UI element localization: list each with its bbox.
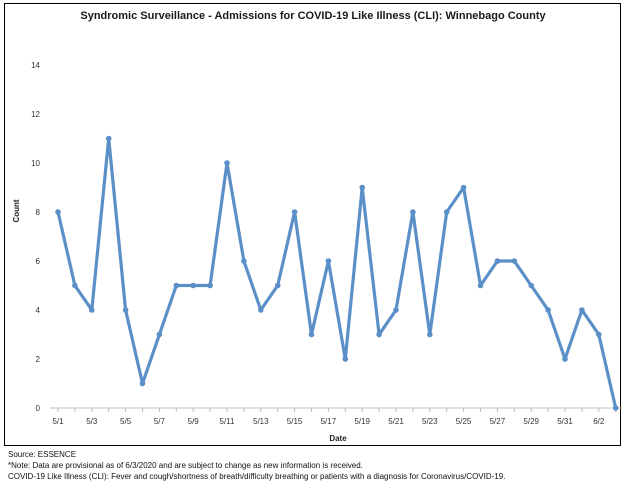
x-tick-label: 5/15 xyxy=(287,417,303,426)
y-tick-label: 14 xyxy=(31,61,40,70)
y-axis-label: Count xyxy=(12,199,21,222)
data-point xyxy=(443,209,450,215)
footer-note: *Note: Data are provisional as of 6/3/20… xyxy=(8,461,363,470)
data-points xyxy=(55,135,619,411)
x-tick-label: 5/19 xyxy=(354,417,370,426)
data-point xyxy=(105,135,112,142)
x-tick-label: 5/27 xyxy=(490,417,506,426)
data-point xyxy=(291,209,298,215)
data-point xyxy=(224,160,230,166)
data-point xyxy=(562,356,568,362)
data-point xyxy=(528,282,534,289)
data-point xyxy=(393,307,399,313)
x-tick-label: 5/29 xyxy=(523,417,539,426)
y-tick-label: 12 xyxy=(31,110,40,119)
y-tick-label: 6 xyxy=(36,257,41,266)
x-tick-label: 6/2 xyxy=(593,417,605,426)
data-point xyxy=(427,331,433,338)
footer-source: Source: ESSENCE xyxy=(8,450,77,459)
data-point xyxy=(325,258,332,264)
x-tick-label: 5/1 xyxy=(52,417,64,426)
data-point xyxy=(190,282,196,289)
x-tick-label: 5/11 xyxy=(220,417,236,426)
data-point xyxy=(207,282,213,289)
y-axis-ticks: 0 2 4 6 8 10 12 14 xyxy=(31,61,40,413)
data-point xyxy=(477,282,484,289)
x-tick-label: 5/3 xyxy=(86,417,98,426)
data-point xyxy=(156,331,163,338)
x-tick-label: 5/17 xyxy=(321,417,337,426)
data-point xyxy=(342,356,349,362)
data-point xyxy=(494,258,501,264)
data-point xyxy=(241,258,247,264)
x-tick-label: 5/23 xyxy=(422,417,438,426)
data-point xyxy=(376,331,382,338)
x-axis-ticks: 5/1 5/3 5/5 5/7 5/9 5/11 5/13 5/15 5/17 5/19 5/21 5… xyxy=(52,408,617,426)
series-line xyxy=(56,136,618,410)
data-point xyxy=(274,282,281,289)
data-point xyxy=(139,380,146,387)
x-tick-label: 5/9 xyxy=(188,417,200,426)
data-point xyxy=(460,184,467,191)
x-tick-label: 5/7 xyxy=(154,417,166,426)
data-point xyxy=(173,282,180,289)
footer-definition: COVID-19 Like Illness (CLI): Fever and c… xyxy=(8,472,506,481)
data-point xyxy=(72,282,78,289)
data-point xyxy=(612,405,619,411)
y-tick-label: 4 xyxy=(36,306,41,315)
y-tick-label: 0 xyxy=(36,404,41,413)
x-tick-label: 5/5 xyxy=(120,417,132,426)
y-tick-label: 10 xyxy=(31,159,40,168)
chart-title: Syndromic Surveillance - Admissions for … xyxy=(80,10,546,22)
data-point xyxy=(545,307,551,313)
data-point xyxy=(55,209,61,215)
data-point xyxy=(308,331,315,338)
data-point xyxy=(122,307,129,313)
data-point xyxy=(359,184,366,191)
data-point xyxy=(258,307,264,313)
data-point xyxy=(89,307,95,313)
x-tick-label: 5/13 xyxy=(253,417,269,426)
y-tick-label: 8 xyxy=(36,208,41,217)
data-point xyxy=(410,209,416,215)
x-tick-label: 5/31 xyxy=(557,417,573,426)
data-point xyxy=(511,258,518,264)
data-point xyxy=(596,331,602,338)
y-tick-label: 2 xyxy=(36,355,41,364)
x-tick-label: 5/25 xyxy=(456,417,472,426)
data-point xyxy=(579,307,585,313)
x-axis-label: Date xyxy=(329,434,347,443)
chart-frame xyxy=(4,3,621,446)
x-tick-label: 5/21 xyxy=(388,417,404,426)
